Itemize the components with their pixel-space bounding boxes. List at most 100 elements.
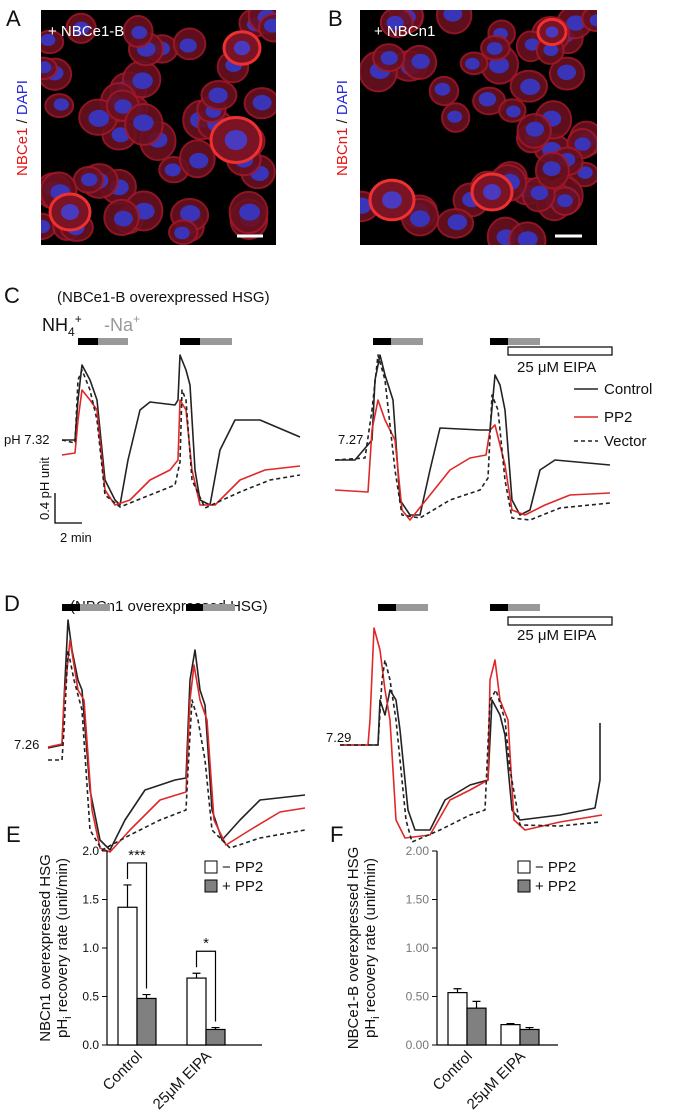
bar bbox=[447, 992, 468, 1046]
bar bbox=[186, 977, 207, 1046]
nucleus bbox=[530, 185, 549, 201]
y-axis-label: NBCn1 overexpressed HSG bbox=[37, 854, 54, 1042]
significance-bracket bbox=[126, 862, 148, 989]
stain-label: NBCn1 / DAPI bbox=[334, 80, 351, 176]
panel-label: A bbox=[6, 6, 21, 31]
nucleus bbox=[81, 172, 98, 187]
error-bar bbox=[142, 993, 151, 999]
error-bar bbox=[525, 1026, 534, 1030]
nucleus bbox=[239, 203, 261, 221]
panel-label: E bbox=[6, 822, 21, 847]
nh4-label: NH4+ bbox=[42, 312, 82, 339]
nucleus bbox=[61, 204, 79, 220]
eipa-label: 25 μM EIPA bbox=[517, 359, 596, 376]
overlay-label: + NBCe1-B bbox=[48, 23, 124, 40]
y-tick-label: 2.0 bbox=[82, 844, 99, 858]
y-tick-label: 1.0 bbox=[82, 941, 99, 955]
nucleus bbox=[488, 56, 510, 74]
nucleus bbox=[133, 114, 154, 132]
nucleus bbox=[520, 78, 541, 96]
ph-label: 7.27 bbox=[338, 432, 363, 447]
y-tick-label: 1.50 bbox=[406, 893, 430, 907]
nucleus bbox=[574, 137, 591, 151]
nucleus bbox=[447, 110, 463, 123]
nucleus bbox=[179, 38, 197, 53]
nucleus bbox=[465, 57, 480, 70]
label-part: pH bbox=[54, 1019, 71, 1038]
label-part: i bbox=[62, 1016, 74, 1018]
nucleus bbox=[264, 18, 276, 33]
nucleus bbox=[478, 92, 497, 107]
y-tick-label: 2.00 bbox=[406, 844, 430, 858]
label-part: pH bbox=[362, 1019, 379, 1038]
nucleus bbox=[386, 15, 404, 31]
y-tick-label: 0.50 bbox=[406, 990, 430, 1004]
legend-label: Control bbox=[604, 381, 652, 398]
panel-title: (NBCe1-B overexpressed HSG) bbox=[57, 289, 270, 306]
panel-label: B bbox=[328, 6, 343, 31]
bar bbox=[117, 906, 138, 1046]
scale-bar bbox=[54, 493, 82, 524]
y-axis-label: pHi recovery rate (unit/min) bbox=[54, 858, 74, 1038]
x-tick-label: Control bbox=[100, 1048, 146, 1094]
nucleus bbox=[525, 121, 545, 137]
nucleus bbox=[542, 161, 561, 177]
significance-label: *** bbox=[128, 847, 146, 864]
legend-swatch bbox=[204, 860, 218, 874]
label-part: recovery rate (unit/min) bbox=[362, 858, 379, 1016]
bar bbox=[136, 997, 157, 1046]
ph-label: 7.29 bbox=[326, 730, 351, 745]
nucleus bbox=[113, 210, 133, 227]
nucleus bbox=[566, 15, 586, 31]
error-bar bbox=[506, 1023, 515, 1025]
panel-label: C bbox=[4, 283, 20, 308]
eipa-label: 25 μM EIPA bbox=[517, 627, 596, 644]
error-bar bbox=[472, 1000, 481, 1009]
nucleus bbox=[88, 109, 110, 127]
y-axis-label: pHi recovery rate (unit/min) bbox=[362, 858, 382, 1038]
y-tick-label: 0.00 bbox=[406, 1038, 430, 1052]
nucleus bbox=[189, 152, 209, 169]
nucleus bbox=[41, 61, 52, 74]
legend-label: PP2 bbox=[604, 409, 632, 426]
nucleus bbox=[577, 166, 593, 179]
nucleus bbox=[174, 226, 190, 240]
protocol-bars bbox=[78, 338, 613, 356]
nucleus bbox=[589, 14, 597, 27]
ph-label: pH 7.32 bbox=[4, 432, 50, 447]
legend-swatch bbox=[517, 860, 531, 874]
nucleus bbox=[434, 82, 451, 96]
nucleus bbox=[410, 210, 431, 227]
legend-label: − PP2 bbox=[535, 859, 576, 876]
error-bar bbox=[123, 884, 132, 908]
protocol-bars bbox=[62, 604, 613, 626]
nucleus bbox=[164, 163, 181, 177]
ph-label: 7.26 bbox=[14, 737, 39, 752]
label-part: i bbox=[370, 1016, 382, 1018]
significance-label: * bbox=[203, 935, 209, 952]
error-bar bbox=[453, 988, 462, 993]
y-tick-label: 1.00 bbox=[406, 941, 430, 955]
nucleus bbox=[380, 50, 398, 66]
legend-label: + PP2 bbox=[222, 878, 263, 895]
nucleus bbox=[73, 21, 90, 35]
na-label: -Na+ bbox=[104, 312, 140, 335]
nucleus bbox=[53, 98, 69, 111]
y-tick-label: 0.0 bbox=[82, 1038, 99, 1052]
label-part: recovery rate (unit/min) bbox=[54, 858, 71, 1016]
significance-bracket bbox=[195, 950, 217, 1022]
nucleus bbox=[483, 184, 501, 200]
nucleus bbox=[131, 26, 148, 40]
nucleus bbox=[506, 105, 521, 118]
panel-label: D bbox=[4, 591, 20, 616]
bar bbox=[466, 1007, 487, 1046]
stain-label: NBCe1 / DAPI bbox=[14, 80, 31, 176]
scale-label: 2 min bbox=[60, 530, 92, 545]
legend-label: + PP2 bbox=[535, 878, 576, 895]
nucleus bbox=[252, 94, 272, 111]
legend-swatch bbox=[517, 879, 531, 893]
nucleus bbox=[360, 197, 372, 214]
cells bbox=[41, 10, 276, 245]
error-bar bbox=[192, 972, 201, 979]
